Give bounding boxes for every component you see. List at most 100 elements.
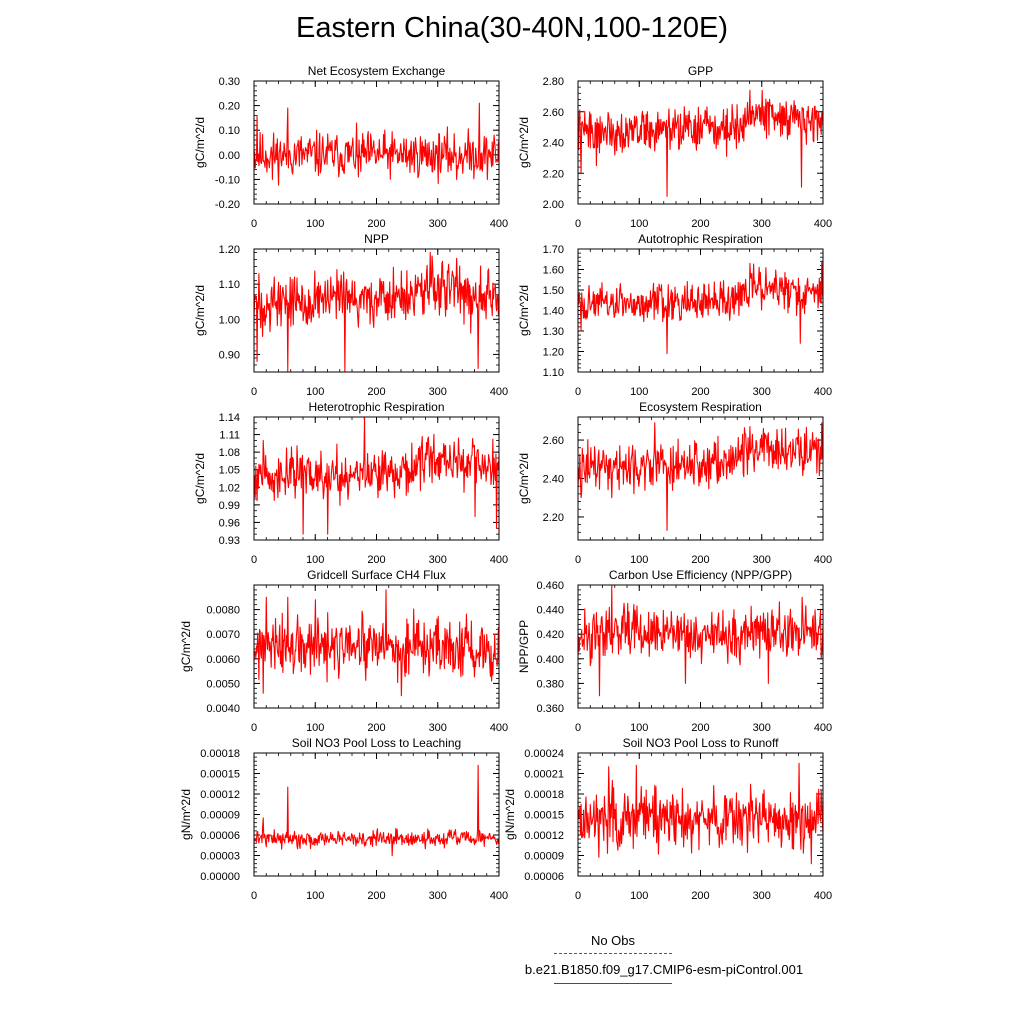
- x-tick-label: 100: [306, 554, 324, 566]
- y-tick-label: 0.20: [219, 101, 240, 113]
- y-tick-label: 0.00015: [524, 810, 564, 822]
- plot-frame: [577, 80, 824, 205]
- panel-ch4: Gridcell Surface CH4 Flux gC/m^2/d 0.0040 0…: [179, 568, 508, 734]
- y-tick-label: 1.10: [219, 279, 240, 291]
- x-tick-label: 200: [691, 386, 709, 398]
- y-tick-label: 1.70: [543, 244, 564, 256]
- y-tick-label: 2.20: [543, 168, 564, 180]
- y-tick-label: 0.99: [219, 500, 240, 512]
- x-tick-label: 300: [753, 218, 771, 230]
- series-line-cue: [578, 585, 823, 697]
- y-tick-label: 0.0070: [206, 629, 240, 641]
- x-tick-label: 400: [490, 218, 508, 230]
- x-tick-label: 100: [630, 890, 648, 902]
- plot-frame: [253, 416, 500, 541]
- panel-title: Heterotrophic Respiration: [308, 400, 444, 414]
- y-axis-label: gC/m^2/d: [517, 117, 531, 168]
- x-tick-label: 0: [575, 218, 581, 230]
- x-tick-label: 200: [691, 722, 709, 734]
- y-axis-label: gC/m^2/d: [193, 285, 207, 336]
- y-tick-label: 2.20: [543, 512, 564, 524]
- y-tick-label: 0.00006: [200, 830, 240, 842]
- y-tick-label: 0.93: [219, 535, 240, 547]
- x-tick-label: 100: [630, 554, 648, 566]
- y-tick-label: 0.0080: [206, 605, 240, 617]
- series-line-ch4: [254, 589, 499, 697]
- series-line-er: [578, 422, 823, 531]
- y-tick-label: 0.00003: [200, 851, 240, 863]
- y-tick-label: 0.400: [536, 654, 564, 666]
- x-tick-label: 400: [490, 386, 508, 398]
- y-tick-label: 0.0050: [206, 678, 240, 690]
- y-tick-label: 0.420: [536, 629, 564, 641]
- x-tick-label: 0: [251, 554, 257, 566]
- panel-title: Soil NO3 Pool Loss to Leaching: [292, 736, 461, 750]
- y-tick-label: 0.00015: [200, 769, 240, 781]
- plot-frame: [577, 248, 824, 373]
- plot-frame: [577, 416, 824, 541]
- y-tick-label: 1.02: [219, 482, 240, 494]
- y-axis-label: gC/m^2/d: [517, 453, 531, 504]
- plot-frame: [577, 752, 824, 877]
- x-tick-label: 0: [575, 554, 581, 566]
- y-tick-label: 0.0060: [206, 654, 240, 666]
- x-tick-label: 0: [251, 218, 257, 230]
- series-line-runoff: [578, 762, 823, 865]
- panel-title: Carbon Use Efficiency (NPP/GPP): [609, 568, 792, 582]
- x-tick-label: 0: [575, 722, 581, 734]
- y-tick-label: 0.00000: [200, 871, 240, 883]
- x-tick-label: 200: [691, 554, 709, 566]
- panel-title: Autotrophic Respiration: [638, 232, 763, 246]
- x-tick-label: 200: [367, 218, 385, 230]
- y-tick-label: 0.00018: [200, 748, 240, 760]
- y-tick-label: 1.11: [219, 430, 240, 442]
- x-tick-label: 100: [306, 890, 324, 902]
- panel-title: Gridcell Surface CH4 Flux: [307, 568, 446, 582]
- y-tick-label: 0.90: [219, 349, 240, 361]
- plot-frame: [253, 248, 500, 373]
- y-tick-label: 0.460: [536, 580, 564, 592]
- y-tick-label: 1.00: [219, 314, 240, 326]
- y-tick-label: 0.440: [536, 605, 564, 617]
- panel-hr: Heterotrophic Respiration gC/m^2/d 0.93 0.9…: [193, 400, 508, 566]
- x-tick-label: 0: [251, 890, 257, 902]
- panel-gpp: GPP gC/m^2/d 2.00 2.20 2.40 2.60 2.80 0 100 200 30…: [517, 64, 832, 230]
- x-tick-label: 400: [490, 890, 508, 902]
- series-line-ar: [578, 260, 823, 355]
- x-tick-label: 100: [306, 386, 324, 398]
- y-axis-label: gN/m^2/d: [179, 789, 193, 840]
- plot-frame: [253, 752, 500, 877]
- x-tick-label: 300: [753, 554, 771, 566]
- y-tick-label: 1.08: [219, 447, 240, 459]
- y-tick-label: 1.14: [219, 412, 240, 424]
- y-tick-label: 0.00012: [200, 789, 240, 801]
- y-tick-label: 1.30: [543, 326, 564, 338]
- y-tick-label: 0.00021: [524, 769, 564, 781]
- x-tick-label: 400: [490, 722, 508, 734]
- y-tick-label: -0.10: [215, 174, 240, 186]
- x-tick-label: 400: [814, 722, 832, 734]
- y-tick-label: 2.00: [543, 199, 564, 211]
- y-axis-label: gC/m^2/d: [517, 285, 531, 336]
- y-tick-label: 0.00009: [200, 810, 240, 822]
- y-tick-label: 0.360: [536, 703, 564, 715]
- x-tick-label: 200: [367, 722, 385, 734]
- y-tick-label: 0.0040: [206, 703, 240, 715]
- y-tick-label: 1.10: [543, 367, 564, 379]
- x-tick-label: 0: [251, 722, 257, 734]
- y-tick-label: 0.00018: [524, 789, 564, 801]
- y-tick-label: -0.20: [215, 199, 240, 211]
- y-tick-label: 1.50: [543, 285, 564, 297]
- x-tick-label: 300: [429, 722, 447, 734]
- y-tick-label: 2.60: [543, 435, 564, 447]
- y-tick-label: 0.00006: [524, 871, 564, 883]
- panel-title: GPP: [688, 64, 713, 78]
- y-tick-label: 0.96: [219, 517, 240, 529]
- y-axis-label: gC/m^2/d: [179, 621, 193, 672]
- panel-title: Ecosystem Respiration: [639, 400, 762, 414]
- x-tick-label: 300: [429, 218, 447, 230]
- panel-runoff: Soil NO3 Pool Loss to Runoff gN/m^2/d 0.00…: [503, 736, 832, 902]
- x-tick-label: 400: [814, 890, 832, 902]
- y-axis-label: NPP/GPP: [517, 620, 531, 673]
